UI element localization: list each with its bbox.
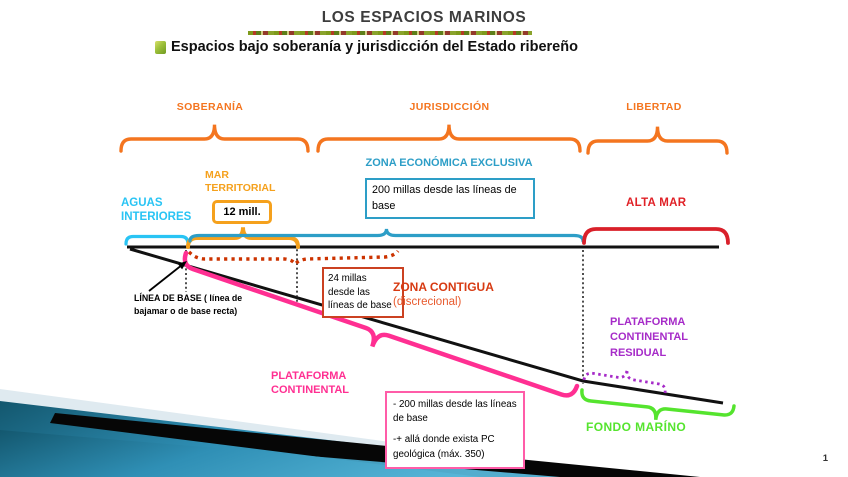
linea-de-base-line1: LÍNEA DE BASE ( línea de <box>134 293 243 303</box>
bullet-icon <box>155 41 166 54</box>
zona-contigua-distance-box: 24 millas desde las líneas de base <box>322 267 404 319</box>
plataforma-box-para2-line1: -+ allá donde exista PC <box>393 434 495 446</box>
soberania-label: SOBERANÍA <box>176 101 244 113</box>
plataforma-continental-label: PLATAFORMA CONTINENTAL <box>271 370 350 396</box>
plataforma-box-para1-line1: - 200 millas desde las líneas <box>393 399 517 410</box>
linea-de-base-line2: bajamar o de base recta) <box>134 305 238 316</box>
plataforma-continental-brace <box>182 250 580 398</box>
plataforma-box-para1-line2: de base <box>393 413 428 425</box>
zona-contigua-distance-line1: 24 millas <box>328 273 367 284</box>
mar-territorial-brace <box>186 227 300 249</box>
plataforma-box-para2: -+ allá donde exista PC geológica (máx. … <box>393 433 517 461</box>
zee-distance-line2: base <box>372 199 396 212</box>
seabed-line <box>129 247 724 405</box>
zee-distance-line1: 200 millas desde las líneas de <box>372 184 517 196</box>
alta-mar-brace <box>582 227 730 245</box>
fondo-marino-brace <box>580 388 736 421</box>
libertad-brace <box>586 126 729 155</box>
zona-contigua-note: (discrecional) <box>393 296 462 308</box>
zona-contigua-dotted-line <box>187 249 400 267</box>
plataforma-residual-label: PLATAFORMA CONTINENTAL RESIDUAL <box>610 316 688 359</box>
mar-territorial-distance-box: 12 mill. <box>212 200 272 224</box>
page-number: 1 <box>822 453 828 464</box>
zee-distance-box: 200 millas desde las líneas de base <box>365 178 535 220</box>
jurisdiccion-label: JURISDICCIÓN <box>409 101 490 113</box>
plataforma-box-para2-line2: geológica (máx. 350) <box>393 448 485 460</box>
jurisdiccion-brace <box>316 124 582 153</box>
title-underline-decoration <box>248 31 532 35</box>
zee-label: ZONA ECONÓMICA EXCLUSIVA <box>365 157 533 169</box>
libertad-label: LIBERTAD <box>626 101 682 113</box>
slide-subtitle: Espacios bajo soberanía y jurisdicción d… <box>171 39 578 55</box>
linea-de-base-label: LÍNEA DE BASE ( línea de bajamar o de ba… <box>134 292 256 318</box>
soberania-brace <box>119 124 310 153</box>
plataforma-residual-brace <box>582 368 667 394</box>
aguas-interiores-label: AGUAS INTERIORES <box>121 197 192 224</box>
plataforma-box-para1: - 200 millas desde las líneas de base <box>393 398 517 426</box>
mar-territorial-label: MAR TERRITORIAL <box>205 169 276 195</box>
zona-contigua-distance-line3: líneas de base <box>328 300 392 312</box>
linea-base-arrow <box>148 261 187 292</box>
slide-title: LOS ESPACIOS MARINOS <box>321 9 527 26</box>
zee-brace <box>188 228 585 243</box>
zona-contigua-distance-line2: desde las <box>328 286 370 298</box>
fondo-marino-label: FONDO MARÍNO <box>586 420 687 434</box>
aguas-interiores-brace <box>124 234 190 246</box>
zona-contigua-label: ZONA CONTIGUA <box>393 280 494 294</box>
plataforma-continental-box: - 200 millas desde las líneas de base -+… <box>385 391 525 469</box>
alta-mar-label: ALTA MAR <box>626 197 687 209</box>
